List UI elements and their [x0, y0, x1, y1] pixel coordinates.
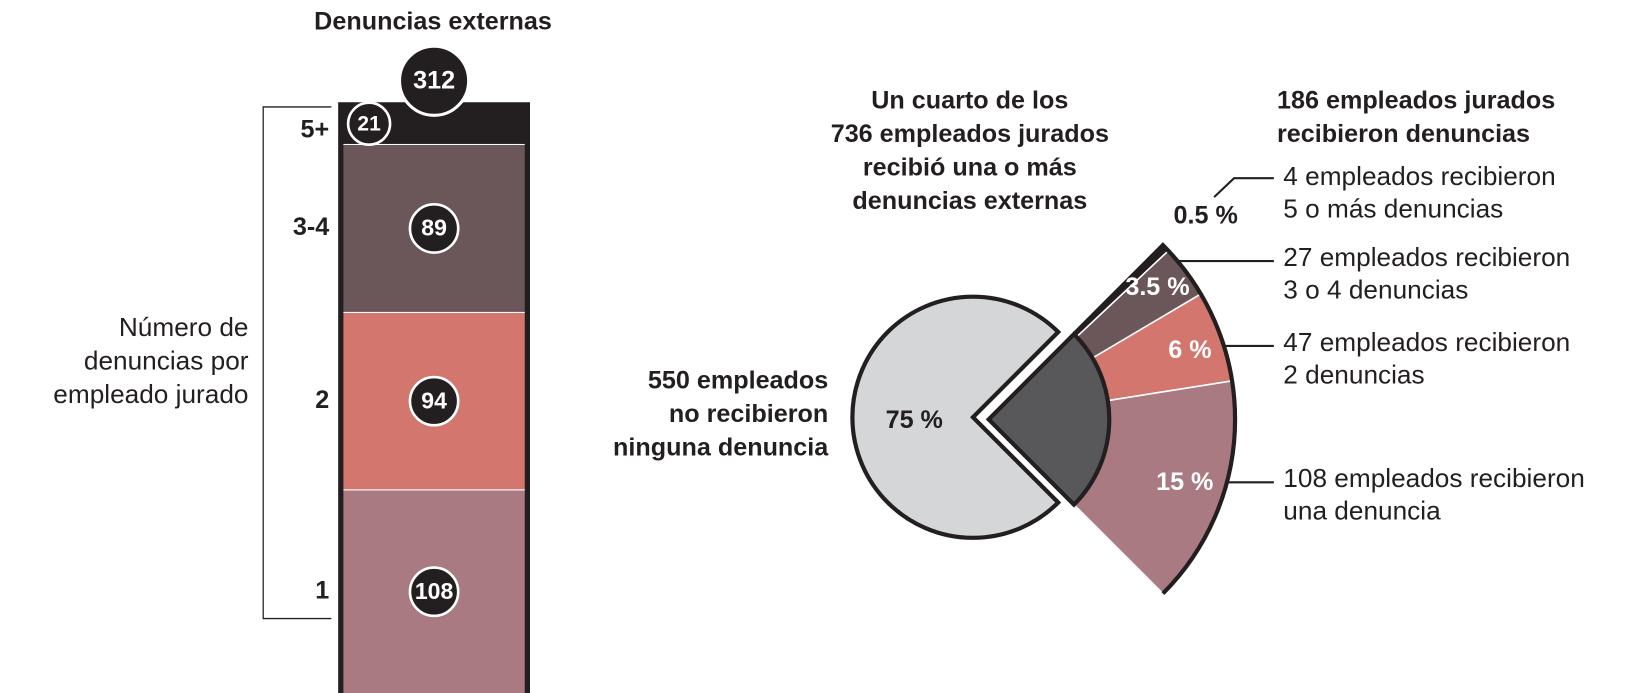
- category-label: 3-4: [293, 213, 329, 241]
- value-label: 21: [357, 112, 381, 135]
- value-label: 3.5 %: [1125, 273, 1189, 301]
- pie-title: Un cuarto de los: [871, 86, 1068, 114]
- value-label: 89: [421, 215, 447, 241]
- value-label: 6 %: [1168, 336, 1211, 364]
- bar-title: Denuncias externas: [314, 8, 552, 36]
- total-label: 312: [413, 66, 455, 94]
- value-label: 0.5 %: [1174, 202, 1238, 230]
- pie-annotation: ninguna denuncia: [613, 433, 829, 461]
- pie-annotation: 550 empleados: [648, 366, 828, 394]
- value-badge: [408, 566, 460, 618]
- axis-label: denuncias por: [84, 346, 249, 376]
- breakdown-title: recibieron denuncias: [1277, 120, 1530, 148]
- description: 3 o 4 denuncias: [1283, 274, 1468, 304]
- pie-title: denuncias externas: [852, 187, 1087, 215]
- pie-sector: [850, 294, 1062, 540]
- bracket: [262, 106, 332, 620]
- description: una denuncia: [1283, 496, 1441, 526]
- category-label: 5+: [301, 116, 330, 144]
- breakdown-title: 186 empleados jurados: [1277, 86, 1555, 114]
- value-label: 108: [415, 578, 454, 604]
- description: 47 empleados recibieron: [1283, 327, 1570, 357]
- value-badge: [346, 101, 392, 146]
- description: 108 empleados recibieron: [1283, 463, 1585, 493]
- description: 5 o más denuncias: [1283, 194, 1503, 224]
- description: 2 denuncias: [1283, 359, 1424, 389]
- leader-line: [1213, 177, 1274, 198]
- category-label: 2: [315, 386, 329, 414]
- total-badge: [397, 44, 471, 117]
- description: 4 empleados recibieron: [1283, 161, 1555, 191]
- category-label: 1: [315, 576, 329, 604]
- pie-title: recibió una o más: [863, 153, 1077, 181]
- pie-sector: [985, 331, 1112, 508]
- value-badge: [408, 375, 460, 427]
- axis-label: Número de: [119, 312, 249, 342]
- pie-annotation: no recibieron: [669, 400, 828, 428]
- breakdown-outline: [1072, 242, 1238, 596]
- value-label: 15 %: [1156, 468, 1213, 496]
- value-badge: [408, 203, 460, 254]
- description: 27 empleados recibieron: [1283, 242, 1570, 272]
- value-label: 94: [421, 387, 447, 413]
- axis-label: empleado jurado: [53, 379, 248, 409]
- pie-title: 736 empleados jurados: [831, 120, 1109, 148]
- value-label: 75 %: [886, 406, 943, 434]
